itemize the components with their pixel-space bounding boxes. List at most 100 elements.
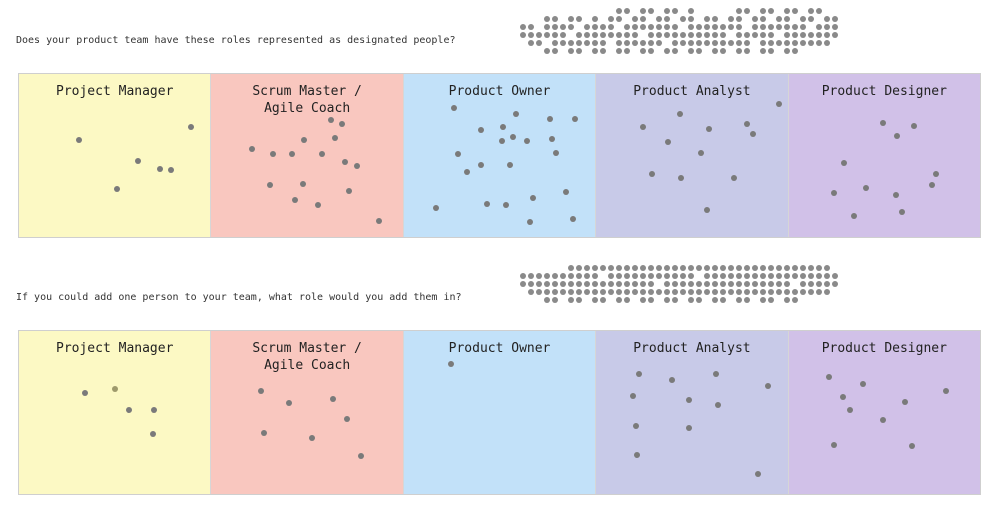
response-dot[interactable] (678, 175, 685, 181)
column-product-analyst[interactable]: Product Analyst (596, 74, 789, 237)
response-dot[interactable] (704, 207, 711, 213)
pool-dot[interactable] (560, 24, 566, 30)
response-dot[interactable] (862, 185, 869, 191)
pool-dot[interactable] (640, 297, 646, 303)
pool-dot[interactable] (568, 273, 574, 279)
pool-dot[interactable] (544, 289, 550, 295)
response-dot[interactable] (354, 163, 361, 169)
pool-dot[interactable] (680, 273, 686, 279)
pool-dot[interactable] (656, 265, 662, 271)
response-dot[interactable] (892, 192, 899, 198)
pool-dot[interactable] (536, 281, 542, 287)
response-dot[interactable] (910, 123, 917, 129)
pool-dot[interactable] (584, 265, 590, 271)
response-dot[interactable] (447, 361, 454, 367)
pool-dot[interactable] (664, 32, 670, 38)
pool-dot[interactable] (568, 40, 574, 46)
pool-dot[interactable] (616, 281, 622, 287)
pool-dot[interactable] (728, 40, 734, 46)
pool-dot[interactable] (640, 16, 646, 22)
pool-dot[interactable] (728, 273, 734, 279)
response-dot[interactable] (677, 111, 684, 117)
response-dot[interactable] (309, 435, 316, 441)
pool-dot[interactable] (712, 24, 718, 30)
pool-dot[interactable] (776, 40, 782, 46)
pool-dot[interactable] (560, 32, 566, 38)
pool-dot[interactable] (736, 289, 742, 295)
pool-dot[interactable] (744, 273, 750, 279)
pool-dot[interactable] (720, 32, 726, 38)
response-dot[interactable] (731, 175, 738, 181)
pool-dot[interactable] (784, 8, 790, 14)
pool-dot[interactable] (576, 48, 582, 54)
pool-dot[interactable] (720, 281, 726, 287)
pool-dot[interactable] (744, 8, 750, 14)
response-dot[interactable] (523, 138, 530, 144)
pool-dot[interactable] (688, 48, 694, 54)
pool-dot[interactable] (768, 297, 774, 303)
pool-dot[interactable] (696, 40, 702, 46)
pool-dot[interactable] (824, 40, 830, 46)
response-dot[interactable] (846, 407, 853, 413)
pool-dot[interactable] (592, 273, 598, 279)
pool-dot[interactable] (696, 265, 702, 271)
pool-dot[interactable] (752, 32, 758, 38)
pool-dot[interactable] (768, 32, 774, 38)
pool-dot[interactable] (792, 8, 798, 14)
pool-dot[interactable] (816, 265, 822, 271)
response-dot[interactable] (267, 182, 274, 188)
response-dot[interactable] (157, 166, 163, 172)
pool-dot[interactable] (608, 16, 614, 22)
response-dot[interactable] (698, 150, 705, 156)
pool-dot[interactable] (800, 16, 806, 22)
pool-dot[interactable] (600, 265, 606, 271)
pool-dot[interactable] (640, 40, 646, 46)
pool-dot[interactable] (664, 289, 670, 295)
response-dot[interactable] (342, 159, 349, 165)
pool-dot[interactable] (688, 24, 694, 30)
pool-dot[interactable] (520, 281, 526, 287)
unsorted-dot-pool[interactable] (520, 8, 855, 63)
pool-dot[interactable] (640, 281, 646, 287)
pool-dot[interactable] (704, 273, 710, 279)
pool-dot[interactable] (648, 273, 654, 279)
pool-dot[interactable] (800, 24, 806, 30)
response-dot[interactable] (76, 137, 82, 143)
pool-dot[interactable] (656, 24, 662, 30)
pool-dot[interactable] (728, 289, 734, 295)
pool-dot[interactable] (704, 24, 710, 30)
pool-dot[interactable] (720, 297, 726, 303)
response-dot[interactable] (168, 167, 174, 173)
pool-dot[interactable] (608, 281, 614, 287)
pool-dot[interactable] (784, 265, 790, 271)
pool-dot[interactable] (760, 273, 766, 279)
pool-dot[interactable] (672, 48, 678, 54)
pool-dot[interactable] (648, 289, 654, 295)
response-dot[interactable] (908, 443, 915, 449)
pool-dot[interactable] (816, 273, 822, 279)
response-dot[interactable] (150, 431, 156, 437)
pool-dot[interactable] (576, 32, 582, 38)
pool-dot[interactable] (800, 281, 806, 287)
pool-dot[interactable] (736, 32, 742, 38)
pool-dot[interactable] (696, 281, 702, 287)
response-dot[interactable] (830, 190, 837, 196)
pool-dot[interactable] (816, 8, 822, 14)
pool-dot[interactable] (616, 265, 622, 271)
pool-dot[interactable] (648, 281, 654, 287)
pool-dot[interactable] (640, 289, 646, 295)
pool-dot[interactable] (688, 40, 694, 46)
pool-dot[interactable] (792, 32, 798, 38)
pool-dot[interactable] (712, 40, 718, 46)
pool-dot[interactable] (600, 289, 606, 295)
pool-dot[interactable] (680, 16, 686, 22)
pool-dot[interactable] (520, 273, 526, 279)
pool-dot[interactable] (784, 32, 790, 38)
pool-dot[interactable] (696, 24, 702, 30)
pool-dot[interactable] (648, 8, 654, 14)
pool-dot[interactable] (568, 281, 574, 287)
response-dot[interactable] (634, 452, 641, 458)
pool-dot[interactable] (816, 40, 822, 46)
response-dot[interactable] (332, 135, 339, 141)
pool-dot[interactable] (776, 16, 782, 22)
